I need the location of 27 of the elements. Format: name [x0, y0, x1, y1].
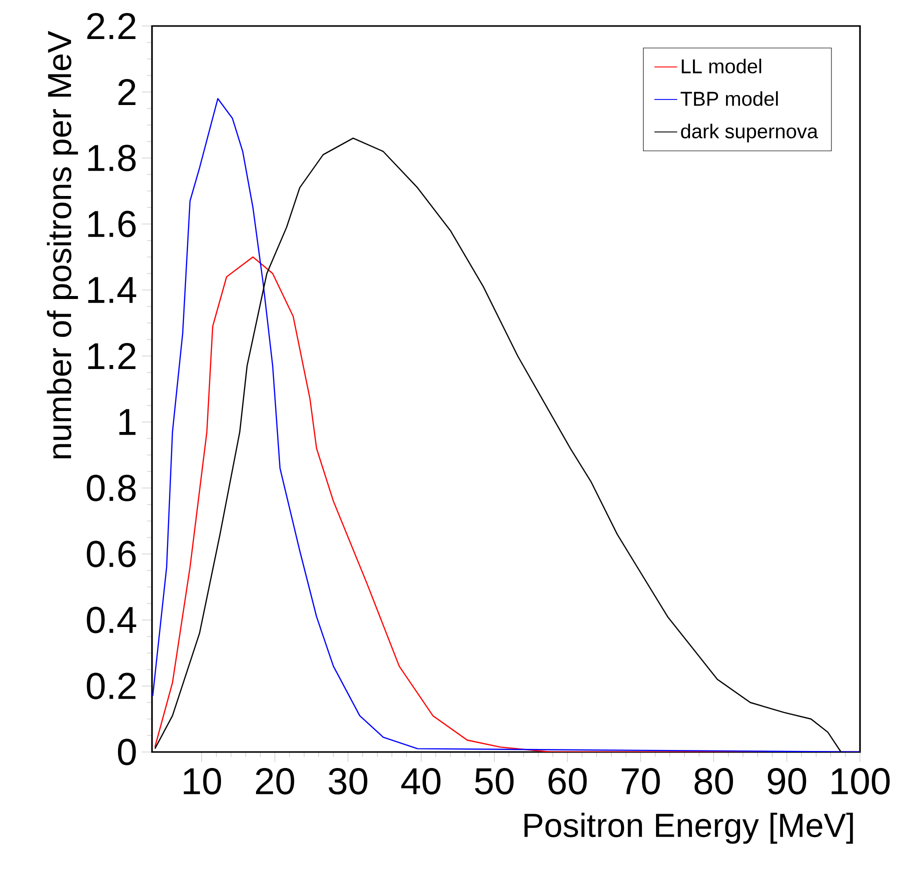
y-tick-label: 1.8 [88, 144, 136, 172]
y-tick-label: 1.6 [88, 210, 136, 238]
y-tick-label: 0.2 [86, 672, 136, 700]
x-tick-label: 90 [768, 768, 806, 794]
y-tick-label: 0.8 [86, 474, 136, 502]
x-tick-label: 20 [256, 768, 294, 794]
y-tick-label: 0.6 [86, 540, 136, 568]
y-tick-label: 0.4 [86, 606, 136, 634]
y-tick-label: 1.2 [88, 342, 136, 370]
x-tick-label: 50 [475, 768, 514, 794]
legend-label: TBP model [680, 91, 778, 106]
y-tick-label: 1.4 [88, 277, 136, 303]
legend-label: dark supernova [681, 124, 818, 142]
y-tick-label: 1 [119, 409, 136, 435]
y-tick-label: 2.2 [87, 12, 136, 40]
x-axis-title: Positron Energy [MeV] [524, 812, 853, 844]
x-tick-label: 30 [328, 768, 368, 794]
y-tick-label: 2 [118, 78, 136, 106]
x-tick-label: 70 [622, 768, 660, 794]
x-tick-label: 60 [548, 768, 587, 794]
y-axis-title: number of positrons per MeV [46, 30, 78, 458]
x-tick-label: 100 [832, 768, 890, 794]
x-tick-label: 80 [694, 768, 734, 794]
legend-label: LL model [682, 58, 762, 74]
x-tick-label: 40 [401, 768, 440, 794]
x-tick-label: 10 [184, 768, 222, 794]
y-tick-label: 0 [118, 738, 136, 766]
